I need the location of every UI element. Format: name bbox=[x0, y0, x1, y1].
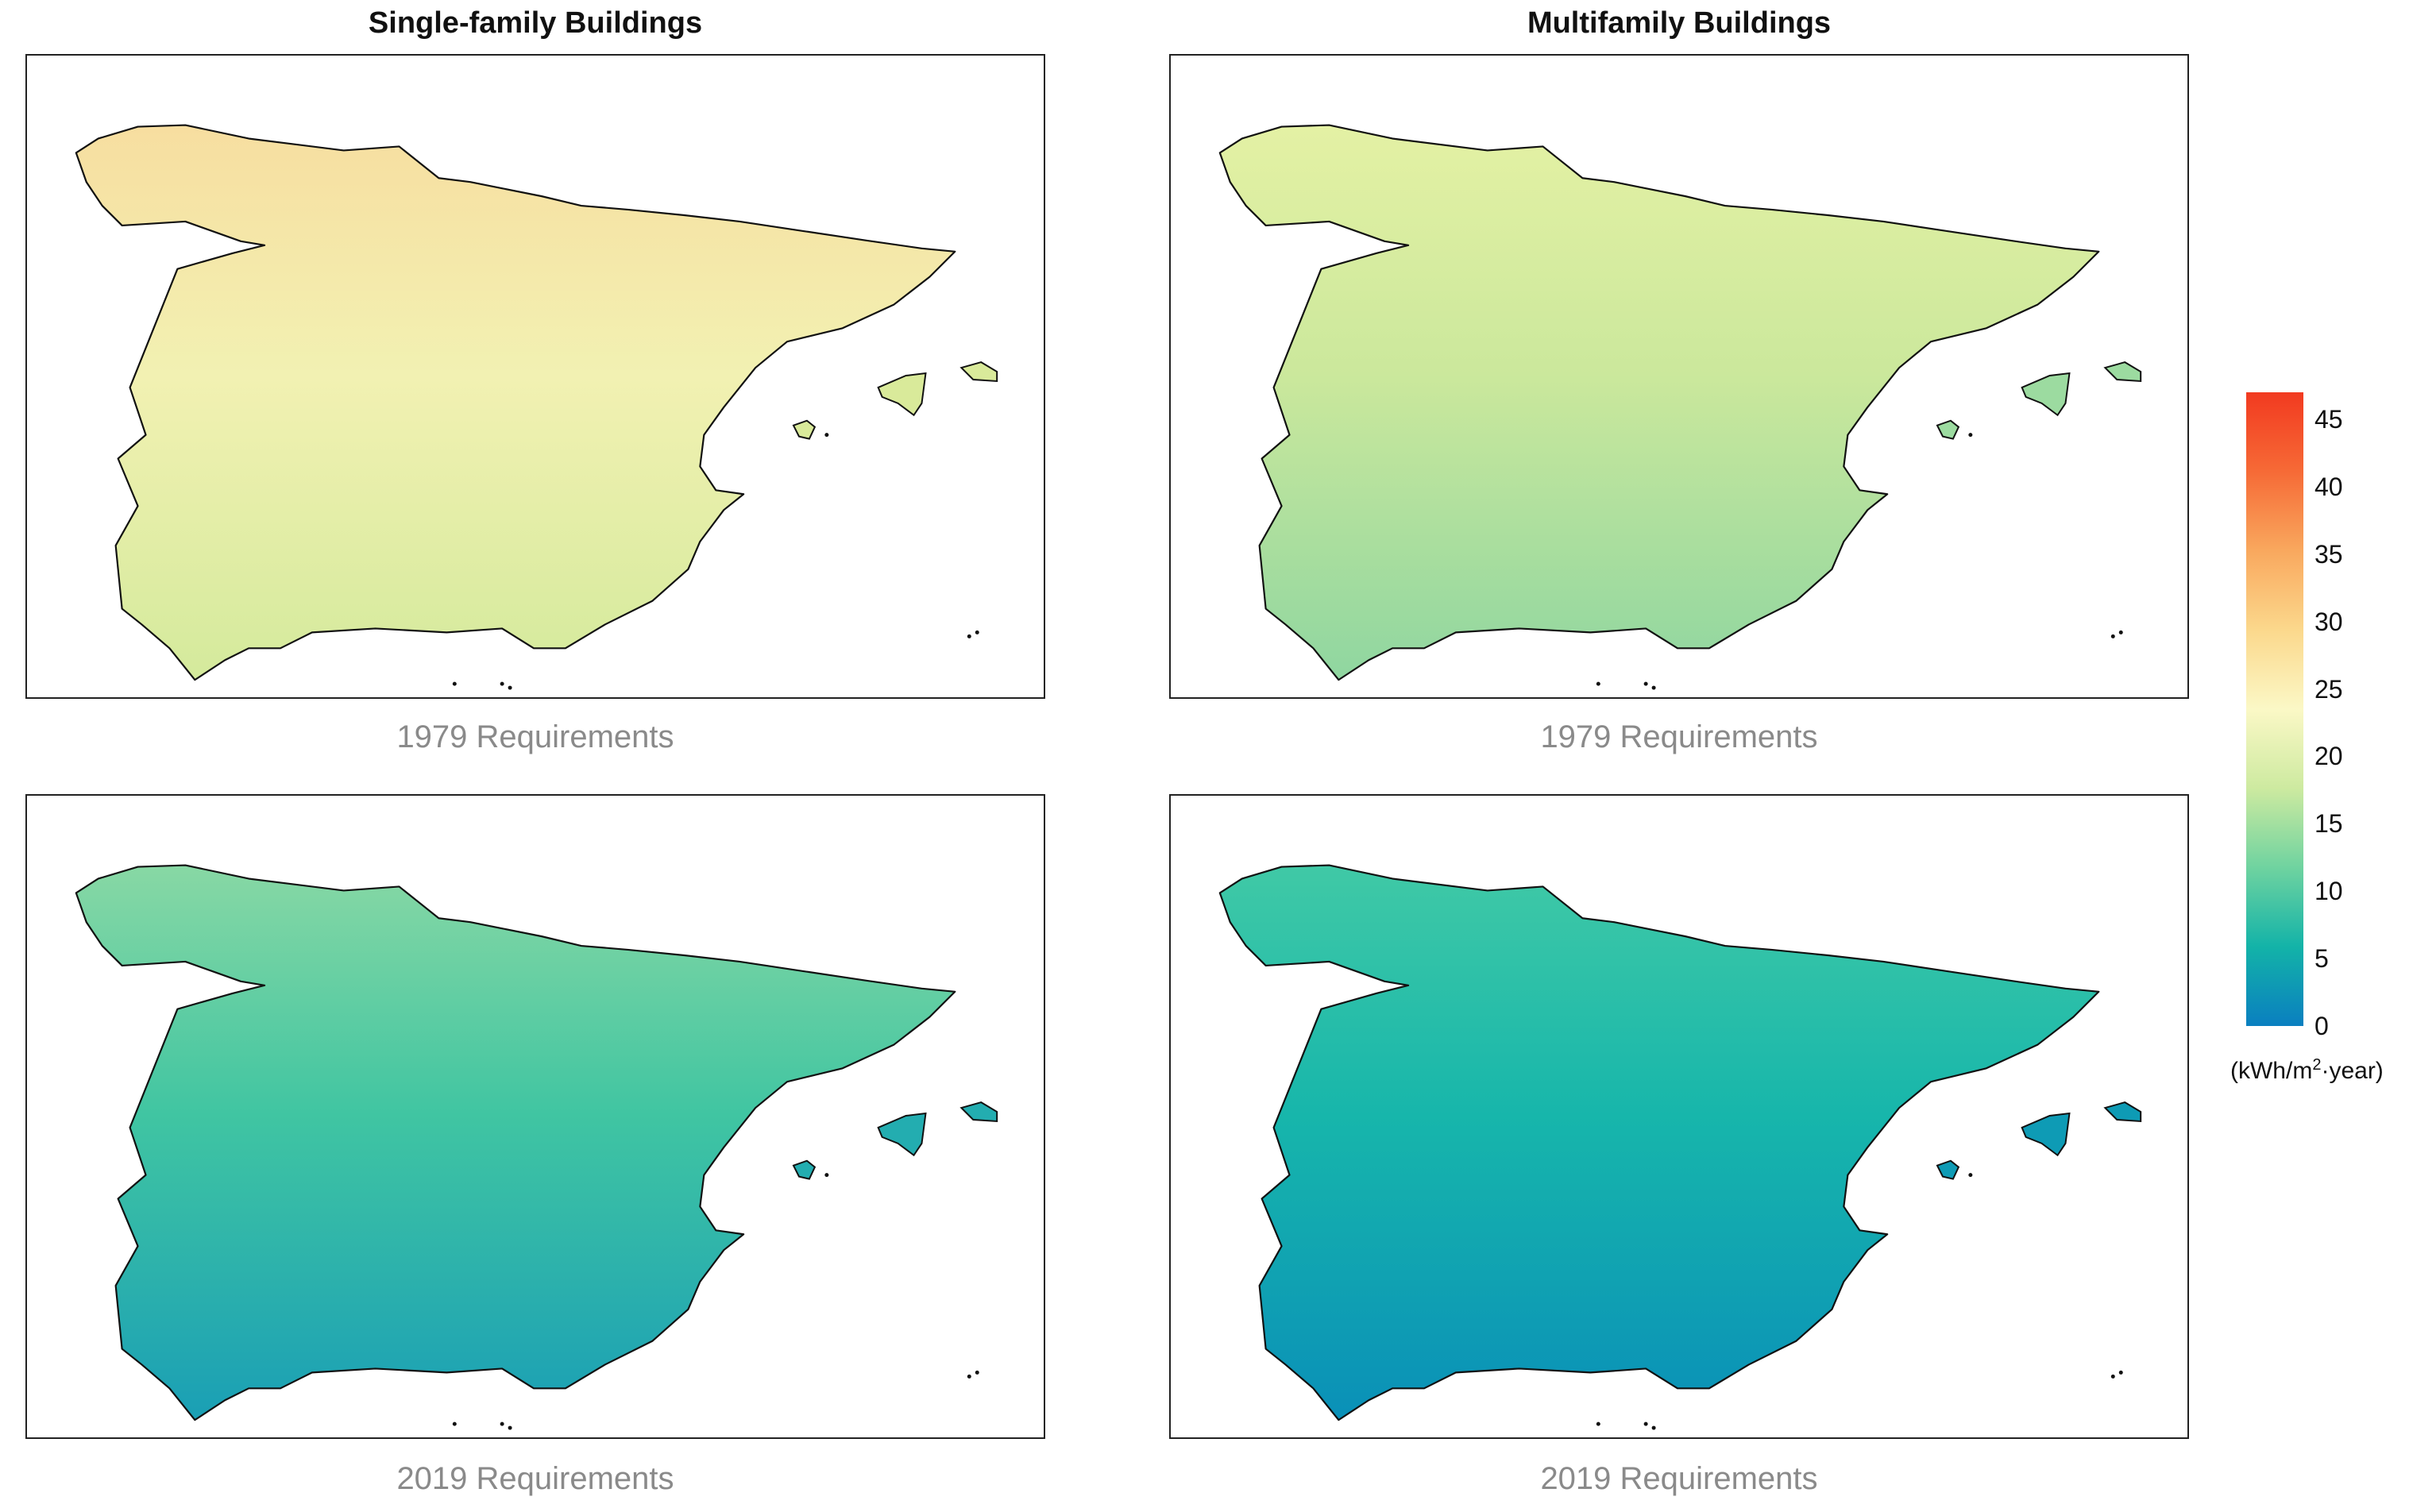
small-island-dot bbox=[1596, 1421, 1600, 1426]
balearic-island-2 bbox=[959, 1101, 998, 1123]
column-title-multifamily: Multifamily Buildings bbox=[1527, 6, 1832, 40]
iberian-peninsula-region bbox=[75, 864, 956, 1421]
balearic-island-1 bbox=[2021, 1112, 2071, 1157]
balearic-island-2 bbox=[2103, 1101, 2142, 1123]
legend-tick-15: 15 bbox=[2315, 809, 2343, 839]
caption-single-family-1979: 1979 Requirements bbox=[396, 719, 674, 754]
balearic-island-3 bbox=[792, 419, 817, 440]
small-island-dot bbox=[508, 685, 512, 690]
balearic-island-2 bbox=[959, 361, 998, 383]
legend-tick-45: 45 bbox=[2315, 404, 2343, 434]
iberian-peninsula-region bbox=[75, 124, 956, 681]
small-island-dot bbox=[1968, 433, 1973, 438]
spain-map-multifamily-2019 bbox=[1218, 864, 2142, 1430]
balearic-island-1 bbox=[877, 372, 927, 417]
legend-tick-10: 10 bbox=[2315, 877, 2343, 906]
legend-tick-30: 30 bbox=[2315, 607, 2343, 636]
map-panel-multifamily-1979 bbox=[1169, 54, 2189, 699]
legend-tick-25: 25 bbox=[2315, 674, 2343, 704]
small-island-dot bbox=[975, 1370, 979, 1375]
small-island-dot bbox=[2118, 1370, 2123, 1375]
map-panel-single-family-1979 bbox=[25, 54, 1045, 699]
balearic-island-3 bbox=[792, 1159, 817, 1180]
balearic-island-2 bbox=[2103, 361, 2142, 383]
legend-unit-label: (kWh/m2·year) bbox=[2230, 1056, 2384, 1084]
spain-map-single-family-2019 bbox=[75, 864, 998, 1430]
iberian-peninsula-region bbox=[1218, 124, 2100, 681]
caption-single-family-2019: 2019 Requirements bbox=[396, 1461, 674, 1496]
caption-multifamily-1979: 1979 Requirements bbox=[1540, 719, 1818, 754]
spain-map-multifamily-1979 bbox=[1218, 124, 2142, 690]
small-island-dot bbox=[452, 1421, 457, 1426]
small-island-dot bbox=[500, 681, 504, 686]
column-title-single-family: Single-family Buildings bbox=[368, 6, 703, 40]
map-panel-single-family-2019 bbox=[25, 794, 1045, 1439]
small-island-dot bbox=[500, 1421, 504, 1426]
small-island-dot bbox=[1643, 1421, 1648, 1426]
legend-tick-35: 35 bbox=[2315, 539, 2343, 569]
balearic-island-1 bbox=[2021, 372, 2071, 417]
small-island-dot bbox=[1643, 681, 1648, 686]
small-island-dot bbox=[967, 634, 971, 638]
small-island-dot bbox=[2118, 630, 2123, 634]
legend-tick-40: 40 bbox=[2315, 472, 2343, 501]
small-island-dot bbox=[2110, 1374, 2115, 1379]
legend-tick-20: 20 bbox=[2315, 742, 2343, 771]
caption-multifamily-2019: 2019 Requirements bbox=[1540, 1461, 1818, 1496]
color-scale-bar bbox=[2246, 392, 2303, 1026]
color-scale-legend: 45 40 35 30 25 20 15 10 5 0 (kWh/m2·year) bbox=[2230, 389, 2413, 1104]
small-island-dot bbox=[1651, 1425, 1656, 1430]
balearic-island-3 bbox=[1936, 419, 1960, 440]
balearic-island-3 bbox=[1936, 1159, 1960, 1180]
small-island-dot bbox=[824, 433, 829, 438]
small-island-dot bbox=[1596, 681, 1600, 686]
small-island-dot bbox=[508, 1425, 512, 1430]
small-island-dot bbox=[1651, 685, 1656, 690]
small-island-dot bbox=[975, 630, 979, 634]
small-island-dot bbox=[2110, 634, 2115, 638]
map-panel-multifamily-2019 bbox=[1169, 794, 2189, 1439]
legend-tick-5: 5 bbox=[2315, 944, 2329, 974]
balearic-island-1 bbox=[877, 1112, 927, 1157]
small-island-dot bbox=[452, 681, 457, 686]
legend-tick-0: 0 bbox=[2315, 1012, 2329, 1040]
small-island-dot bbox=[824, 1173, 829, 1178]
iberian-peninsula-region bbox=[1218, 864, 2100, 1421]
small-island-dot bbox=[967, 1374, 971, 1379]
spain-map-single-family-1979 bbox=[75, 124, 998, 690]
small-island-dot bbox=[1968, 1173, 1973, 1178]
